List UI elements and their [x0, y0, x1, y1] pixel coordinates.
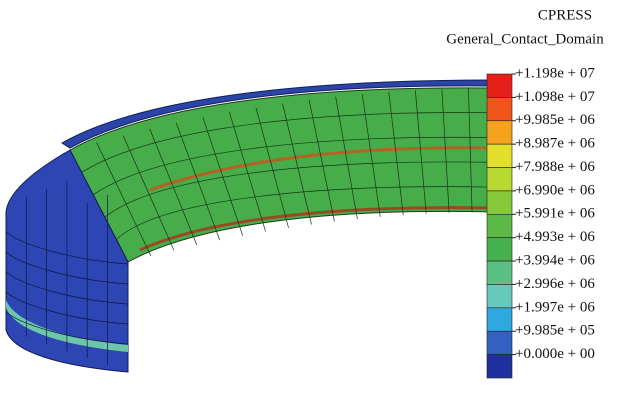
- figure: CPRESS General_Contact_Domain +1.198e + …: [0, 0, 633, 389]
- legend-label: +5.991e + 06: [515, 206, 595, 222]
- legend-swatch: [487, 355, 512, 378]
- legend-swatch: [487, 97, 512, 120]
- ring-model: [6, 80, 495, 372]
- legend-label: +1.997e + 06: [515, 299, 595, 315]
- legend-swatch: [487, 284, 512, 307]
- legend-label: +1.098e + 07: [515, 89, 595, 105]
- legend-label: +0.000e + 00: [515, 346, 595, 362]
- legend-label: +3.994e + 06: [515, 253, 595, 269]
- legend-swatch: [487, 121, 512, 144]
- legend-swatch: [487, 168, 512, 191]
- legend-label: +2.996e + 06: [515, 276, 595, 292]
- legend-label: +9.985e + 05: [515, 323, 595, 339]
- legend-label: +4.993e + 06: [515, 229, 595, 245]
- legend-swatch: [487, 261, 512, 284]
- legend-label: +9.985e + 06: [515, 112, 595, 128]
- legend-label: +6.990e + 06: [515, 182, 595, 198]
- legend: +1.198e + 07 +1.098e + 07 +9.985e + 06 +8.9…: [487, 65, 595, 378]
- legend-label: +8.987e + 06: [515, 136, 595, 152]
- legend-swatch: [487, 238, 512, 261]
- legend-swatch: [487, 74, 512, 97]
- legend-subtitle: General_Contact_Domain: [446, 31, 604, 47]
- legend-swatch: [487, 191, 512, 214]
- legend-swatch: [487, 214, 512, 237]
- legend-swatch: [487, 144, 512, 167]
- legend-title: CPRESS: [538, 7, 592, 23]
- legend-swatch: [487, 331, 512, 354]
- legend-label: +1.198e + 07: [515, 65, 595, 81]
- legend-label: +7.988e + 06: [515, 159, 595, 175]
- legend-swatch: [487, 308, 512, 331]
